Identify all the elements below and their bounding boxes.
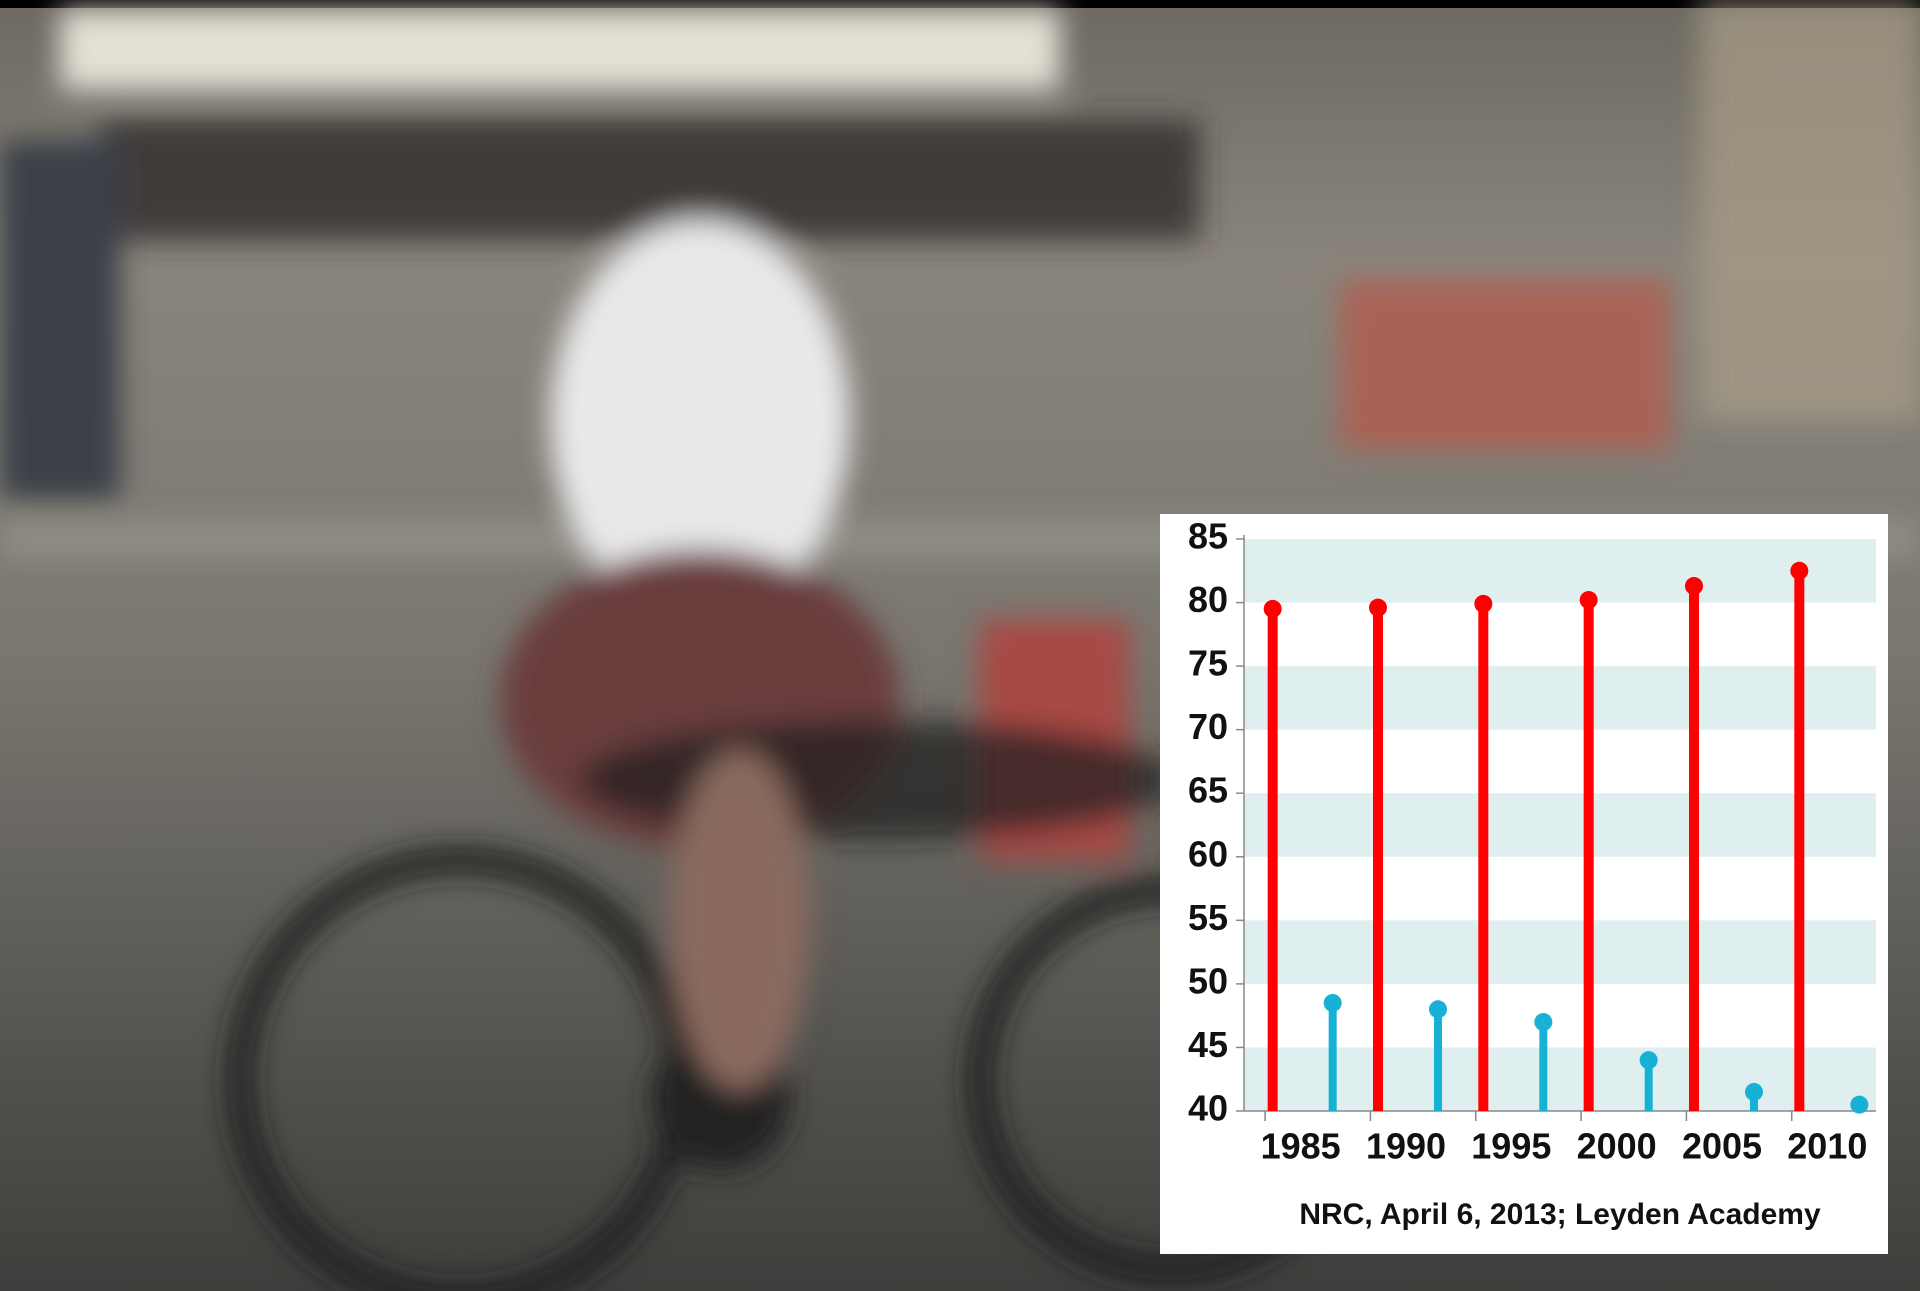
y-tick-label: 70 bbox=[1188, 706, 1228, 747]
dot bbox=[1639, 1051, 1658, 1070]
x-tick-label: 1990 bbox=[1366, 1126, 1446, 1167]
y-tick-label: 75 bbox=[1188, 643, 1228, 684]
dot bbox=[1369, 598, 1387, 617]
x-tick-label: 2010 bbox=[1787, 1126, 1867, 1167]
x-tick-label: 1985 bbox=[1261, 1126, 1341, 1167]
dot bbox=[1429, 1000, 1447, 1019]
grid-band bbox=[1244, 1047, 1876, 1111]
y-tick-label: 45 bbox=[1188, 1024, 1228, 1065]
dot bbox=[1534, 1013, 1553, 1032]
y-tick-label: 55 bbox=[1188, 897, 1228, 938]
x-tick-label: 2000 bbox=[1577, 1126, 1657, 1167]
y-tick-label: 80 bbox=[1188, 579, 1228, 620]
y-tick-label: 40 bbox=[1188, 1088, 1228, 1129]
y-tick-label: 65 bbox=[1188, 770, 1228, 811]
dot bbox=[1850, 1095, 1869, 1114]
dot bbox=[1790, 561, 1809, 580]
grid-band bbox=[1244, 666, 1876, 730]
dot bbox=[1263, 599, 1282, 618]
grid-band bbox=[1244, 793, 1876, 857]
y-tick-label: 60 bbox=[1188, 833, 1228, 874]
grid-band bbox=[1244, 539, 1876, 603]
dot bbox=[1579, 591, 1598, 610]
x-tick-label: 2005 bbox=[1682, 1126, 1762, 1167]
chart: 40 45 50 55 60 65 70 75 80 85 1985 1990 1995 2000 2005… bbox=[1188, 516, 1876, 1167]
x-tick-label: 1995 bbox=[1471, 1126, 1551, 1167]
dot bbox=[1474, 594, 1493, 613]
dot bbox=[1745, 1082, 1763, 1101]
grid-band bbox=[1244, 920, 1876, 984]
chart-panel bbox=[1160, 514, 1888, 1254]
source-note: NRC, April 6, 2013; Leyden Academy bbox=[1299, 1198, 1821, 1231]
y-tick-label: 50 bbox=[1188, 960, 1228, 1001]
dot bbox=[1323, 993, 1342, 1012]
dot bbox=[1685, 577, 1703, 596]
y-tick-label: 85 bbox=[1188, 516, 1228, 557]
